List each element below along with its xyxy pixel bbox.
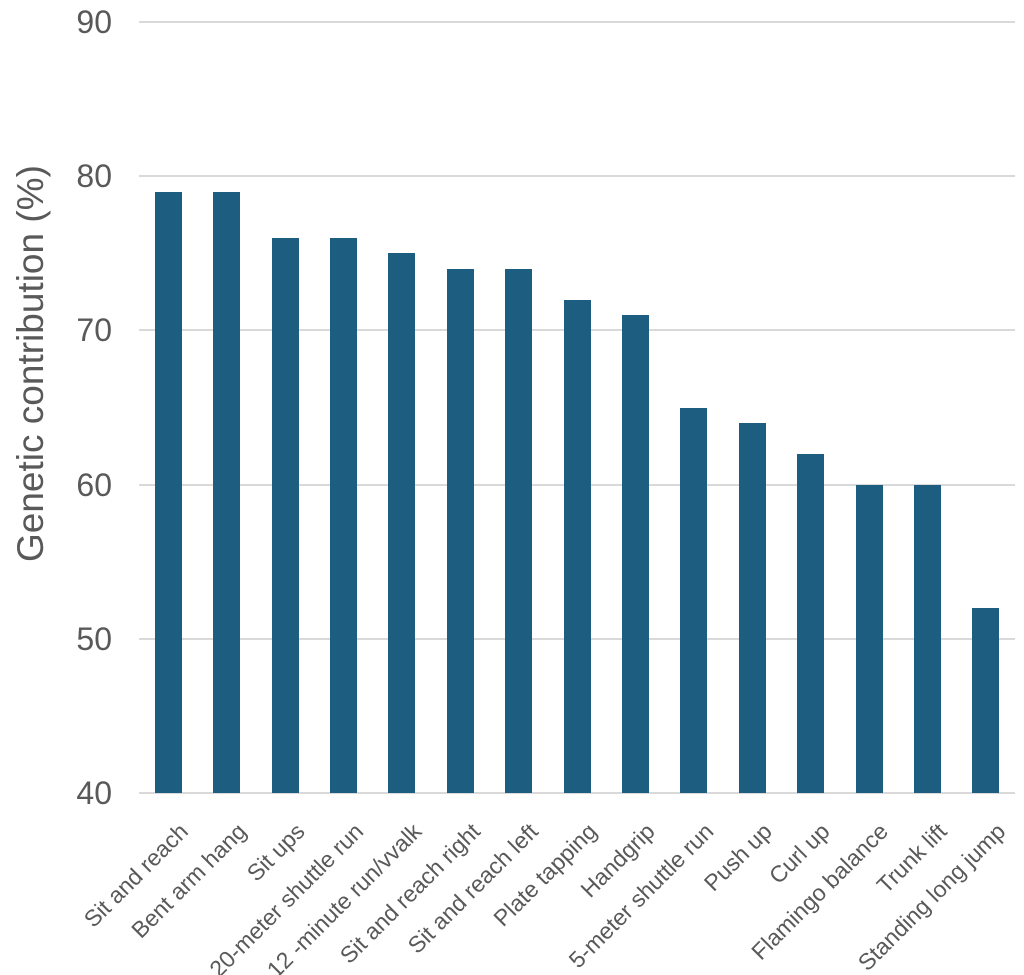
bar-bent-arm-hang <box>213 191 241 793</box>
bar-standing-long-jump <box>972 607 1000 793</box>
y-axis-title: Genetic contribution (%) <box>10 165 51 562</box>
bar-sit-and-reach-right <box>446 268 474 793</box>
bar-20-meter-shuttle-run <box>329 237 357 793</box>
gridline-40 <box>139 792 1015 794</box>
gridline-80 <box>139 175 1015 178</box>
bar-sit-and-reach-left <box>505 268 533 793</box>
bar-plate-tapping <box>563 299 591 793</box>
y-tick-label-70: 70 <box>76 312 112 349</box>
bar-curl-up <box>797 453 825 793</box>
y-tick-label-40: 40 <box>76 775 112 811</box>
bar-12-minute-run-vvalk <box>388 253 416 793</box>
bar-flamingo-balance <box>855 484 883 793</box>
gridline-90 <box>139 21 1015 23</box>
bar-sit-ups <box>271 237 299 793</box>
y-tick-label-90: 90 <box>76 4 112 40</box>
plot-area <box>139 21 1015 794</box>
bar-push-up <box>738 422 766 793</box>
bar-sit-and-reach <box>154 191 182 793</box>
bar-handgrip <box>621 314 649 793</box>
bar-trunk-lift <box>913 484 941 793</box>
bar-5-meter-shuttle-run <box>680 407 708 793</box>
y-tick-label-80: 80 <box>76 158 112 195</box>
y-tick-label-60: 60 <box>76 466 112 503</box>
y-tick-label-50: 50 <box>76 620 112 657</box>
